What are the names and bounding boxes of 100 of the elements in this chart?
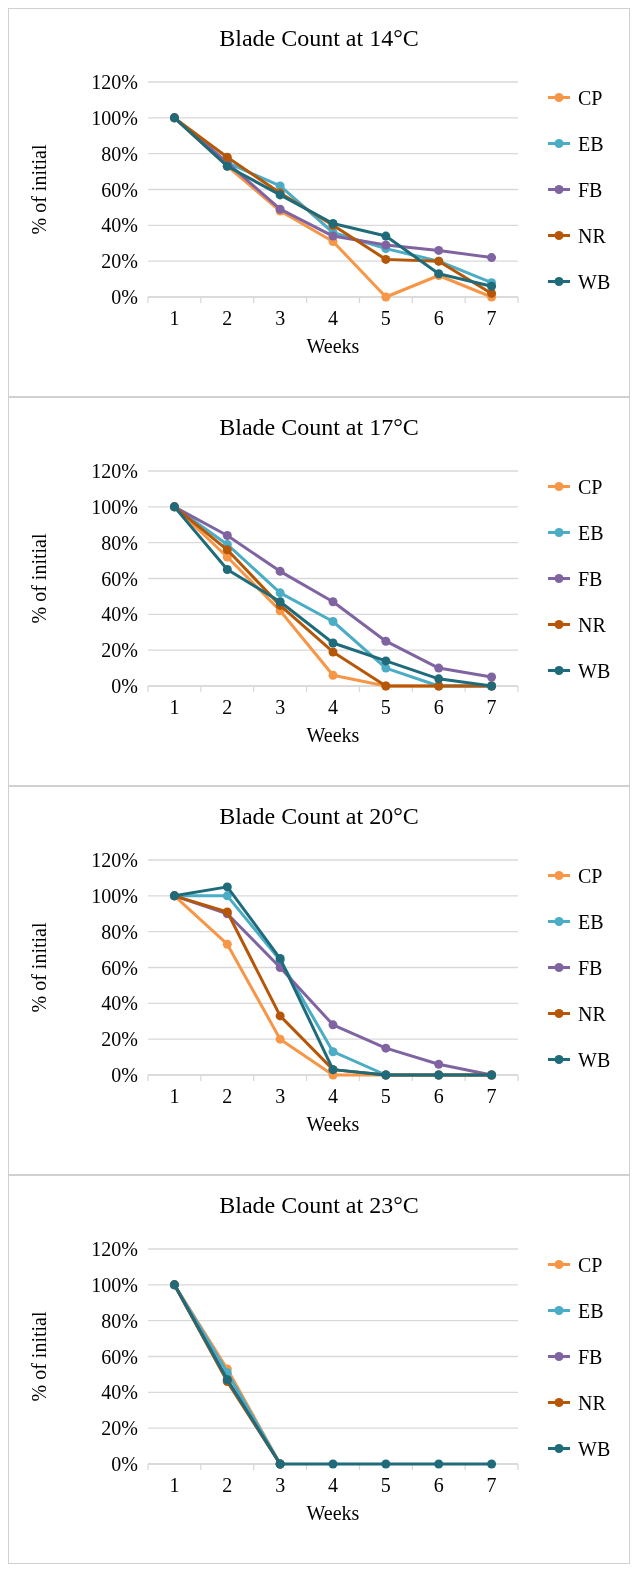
legend-label: EB — [578, 1299, 604, 1322]
y-tick-label: 120% — [91, 460, 138, 482]
x-tick-label: 2 — [222, 1474, 233, 1496]
point — [328, 670, 338, 680]
x-tick-label: 7 — [486, 307, 497, 329]
point — [275, 1011, 285, 1021]
point — [328, 617, 338, 626]
point — [487, 672, 497, 682]
point — [434, 245, 444, 255]
point — [328, 638, 338, 648]
x-tick-label: 2 — [222, 1085, 233, 1107]
x-tick-label: 3 — [275, 1085, 286, 1107]
point — [328, 1459, 338, 1469]
x-tick-label: 7 — [486, 1085, 497, 1107]
y-axis-title: % of initial — [28, 533, 50, 624]
y-tick-label: 120% — [91, 1238, 138, 1260]
point — [434, 663, 444, 673]
point — [222, 939, 232, 949]
y-tick-label: 20% — [101, 1417, 138, 1440]
y-tick-label: 80% — [101, 1309, 138, 1332]
x-tick-label: 6 — [433, 1085, 444, 1107]
y-tick-label: 20% — [101, 250, 138, 273]
point — [222, 152, 232, 162]
legend-label: EB — [578, 521, 604, 544]
x-tick-label: 2 — [222, 696, 233, 718]
y-tick-label: 60% — [101, 178, 138, 201]
x-tick-label: 1 — [169, 696, 180, 718]
legend-label: NR — [578, 1002, 607, 1025]
x-tick-label: 4 — [328, 1474, 338, 1496]
point — [328, 647, 338, 657]
x-tick-label: 3 — [275, 307, 286, 329]
x-axis-title: Weeks — [306, 1113, 360, 1135]
y-tick-label: 20% — [101, 1028, 138, 1051]
y-axis-title: % of initial — [28, 1311, 50, 1402]
point — [328, 1020, 338, 1030]
y-tick-label: 100% — [91, 106, 138, 129]
legend-label: FB — [578, 567, 603, 590]
legend-label: NR — [578, 1391, 607, 1414]
y-tick-label: 120% — [91, 849, 138, 871]
x-tick-label: 4 — [328, 696, 338, 718]
legend-label: CP — [578, 1253, 603, 1276]
y-axis-title: % of initial — [28, 144, 50, 235]
legend-label: EB — [578, 910, 604, 933]
chart-title: Blade Count at 17°C — [219, 414, 419, 440]
legend-label: WB — [578, 1437, 611, 1460]
legend-label: WB — [578, 270, 611, 293]
x-tick-label: 4 — [328, 1085, 338, 1107]
y-tick-label: 100% — [91, 495, 138, 518]
point — [222, 882, 232, 892]
point — [487, 253, 497, 263]
point — [275, 1034, 285, 1044]
legend-label: FB — [578, 178, 603, 201]
point — [381, 1459, 391, 1469]
y-tick-label: 0% — [111, 675, 138, 697]
y-tick-label: 0% — [111, 1064, 138, 1086]
x-tick-label: 1 — [169, 1085, 180, 1107]
point — [381, 656, 391, 666]
x-tick-label: 6 — [433, 307, 444, 329]
point — [434, 674, 444, 684]
y-tick-label: 80% — [101, 142, 138, 165]
y-tick-label: 40% — [101, 214, 138, 237]
x-tick-label: 2 — [222, 307, 233, 329]
chart-title: Blade Count at 20°C — [219, 803, 419, 829]
point — [381, 254, 391, 264]
x-tick-label: 1 — [169, 307, 180, 329]
point — [328, 231, 338, 241]
point — [434, 1459, 444, 1469]
point — [381, 231, 391, 241]
x-tick-label: 6 — [433, 1474, 444, 1496]
y-tick-label: 60% — [101, 956, 138, 979]
y-tick-label: 60% — [101, 567, 138, 590]
y-tick-label: 80% — [101, 920, 138, 943]
legend-label: CP — [578, 864, 603, 887]
legend-label: FB — [578, 956, 603, 979]
x-tick-label: 5 — [380, 307, 391, 329]
x-axis-title: Weeks — [306, 724, 360, 746]
point — [381, 292, 391, 302]
y-tick-label: 20% — [101, 639, 138, 662]
y-axis-title: % of initial — [28, 922, 50, 1013]
point — [222, 531, 232, 540]
point — [222, 565, 232, 575]
point — [275, 566, 285, 576]
y-tick-label: 100% — [91, 884, 138, 907]
x-axis-title: Weeks — [306, 1502, 360, 1524]
point — [222, 545, 232, 555]
legend-label: CP — [578, 475, 603, 498]
point — [381, 636, 391, 646]
point — [275, 588, 285, 598]
x-tick-label: 1 — [169, 1474, 180, 1496]
chart-title: Blade Count at 14°C — [219, 25, 419, 51]
legend-label: WB — [578, 1048, 611, 1071]
x-tick-label: 5 — [380, 1474, 391, 1496]
x-tick-label: 4 — [328, 307, 338, 329]
legend-label: EB — [578, 132, 604, 155]
legend-label: FB — [578, 1345, 603, 1368]
legend-label: NR — [578, 224, 607, 247]
point — [381, 1043, 391, 1053]
x-tick-label: 6 — [433, 696, 444, 718]
legend-label: NR — [578, 613, 607, 636]
y-tick-label: 0% — [111, 286, 138, 308]
